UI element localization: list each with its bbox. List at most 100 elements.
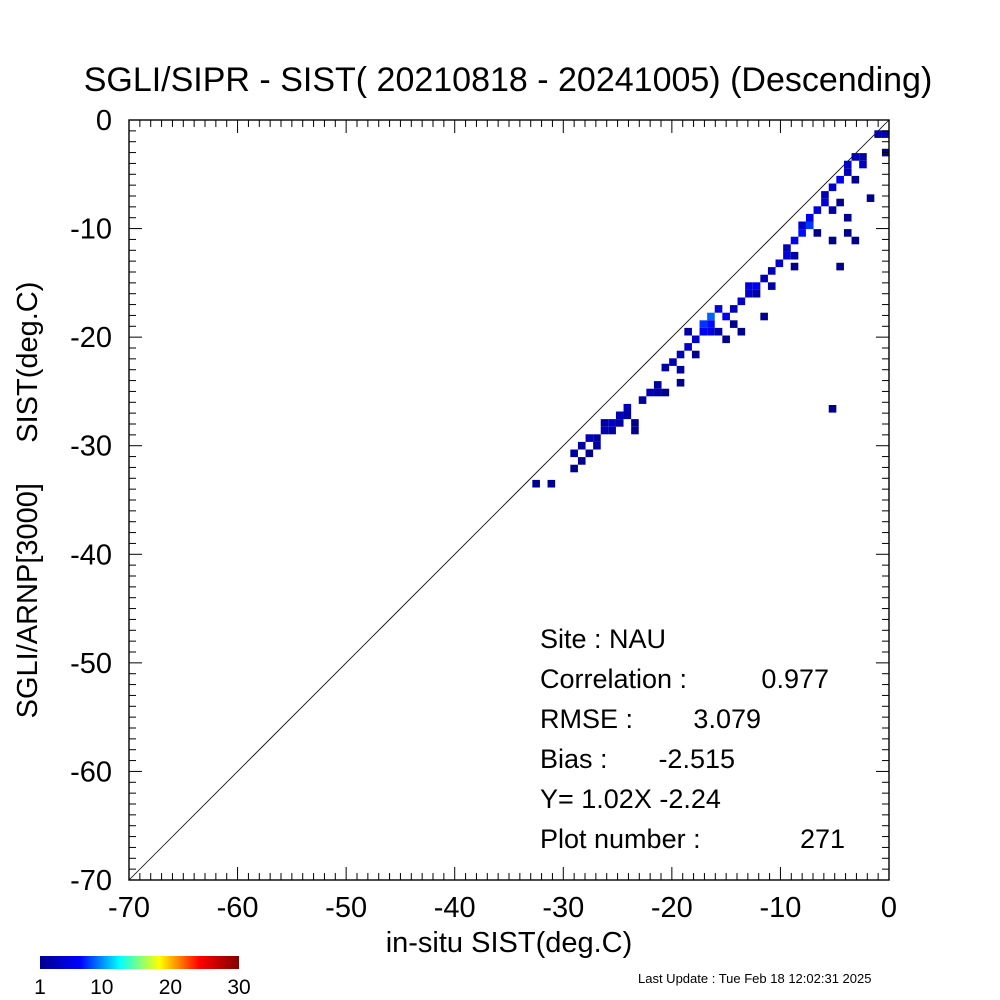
x-tick-label: -10 xyxy=(759,892,801,924)
density-point xyxy=(836,198,844,207)
y-tick-label: -20 xyxy=(70,322,112,354)
density-point xyxy=(790,236,799,245)
stat-label: Correlation : xyxy=(540,664,687,694)
y-tick-labels: 0 -10 -20 -30 -40 -50 -60 -70 xyxy=(70,105,112,897)
stat-label: Bias : xyxy=(540,744,608,774)
density-point xyxy=(813,229,822,237)
stat-value: 0.977 xyxy=(761,664,829,694)
density-point xyxy=(714,305,723,313)
density-point xyxy=(881,130,890,138)
density-point xyxy=(646,388,654,397)
density-point xyxy=(859,160,867,169)
x-tick-label: -60 xyxy=(217,892,259,924)
colorbar-labels: 1 10 20 30 xyxy=(34,976,251,999)
density-point xyxy=(661,388,670,397)
x-tick-label: -40 xyxy=(434,892,476,924)
density-point xyxy=(767,267,776,275)
density-point xyxy=(783,244,791,252)
density-point xyxy=(760,274,768,283)
density-point xyxy=(577,441,586,450)
density-point xyxy=(669,358,677,366)
density-point xyxy=(866,194,875,202)
density-point xyxy=(843,229,852,237)
density-point xyxy=(714,327,723,336)
density-point xyxy=(828,236,837,245)
density-point xyxy=(661,363,670,372)
density-point xyxy=(752,289,761,298)
stat-label: Y= 1.02X -2.24 xyxy=(540,784,721,814)
density-point xyxy=(836,175,844,184)
density-point xyxy=(805,221,814,230)
y-tick-label: 0 xyxy=(96,105,112,137)
density-point xyxy=(851,236,860,245)
density-point xyxy=(631,426,639,435)
density-point xyxy=(767,282,776,290)
density-point xyxy=(691,335,700,344)
density-point xyxy=(699,327,708,336)
density-point xyxy=(623,411,632,420)
density-point xyxy=(684,327,692,336)
colorbar-tick-label: 20 xyxy=(159,976,182,999)
chart-title: SGLI/SIPR - SIST( 20210818 - 20241005) (… xyxy=(84,61,933,99)
y-tick-label: -60 xyxy=(70,756,112,788)
density-point xyxy=(843,213,852,222)
density-point xyxy=(843,168,852,176)
density-point xyxy=(684,343,692,351)
density-point xyxy=(836,262,844,271)
density-point xyxy=(707,320,715,328)
major-ticks xyxy=(128,119,890,881)
density-point xyxy=(760,312,768,321)
x-axis-label: in-situ SIST(deg.C) xyxy=(386,927,633,959)
density-point xyxy=(707,327,715,336)
colorbar-tick-label: 10 xyxy=(90,976,113,999)
y-tick-label: -10 xyxy=(70,214,112,246)
stat-label: RMSE : xyxy=(540,704,633,734)
density-point xyxy=(593,441,601,450)
density-point xyxy=(638,396,647,404)
density-point xyxy=(798,221,806,230)
density-point xyxy=(729,320,738,328)
colorbar xyxy=(40,956,239,969)
density-point xyxy=(722,335,730,344)
y-tick-label: -30 xyxy=(70,431,112,463)
density-point xyxy=(600,419,609,427)
stat-value: 3.079 xyxy=(693,704,761,734)
density-point xyxy=(813,206,822,214)
density-point xyxy=(577,457,586,465)
density-point xyxy=(615,411,624,420)
density-point xyxy=(821,191,829,199)
last-update-text: Last Update : Tue Feb 18 12:02:31 2025 xyxy=(638,971,871,986)
x-tick-label: -70 xyxy=(108,892,150,924)
density-point xyxy=(631,419,639,427)
x-tick-label: 0 xyxy=(881,892,897,924)
colorbar-tick-label: 30 xyxy=(227,976,250,999)
density-point xyxy=(828,405,837,413)
density-point xyxy=(585,449,594,458)
density-point xyxy=(570,464,578,473)
density-point xyxy=(615,419,624,427)
density-point xyxy=(843,160,852,169)
y-axis-label: SGLI/ARNP[3000] SIST(deg.C) xyxy=(12,282,44,719)
colorbar-tick-label: 1 xyxy=(34,976,46,999)
density-point xyxy=(745,282,753,290)
density-points xyxy=(532,130,890,488)
y-tick-label: -50 xyxy=(70,648,112,680)
density-point xyxy=(783,251,791,260)
density-point xyxy=(593,434,601,442)
density-point xyxy=(608,419,616,427)
density-point xyxy=(790,251,799,260)
density-point xyxy=(722,312,730,321)
density-point xyxy=(729,305,738,313)
stat-value: 271 xyxy=(800,824,845,854)
density-point xyxy=(653,388,662,397)
statistics-box: Site : NAU Correlation : 0.977 RMSE : 3.079 B… xyxy=(540,624,845,854)
density-point xyxy=(851,153,860,161)
x-tick-label: -50 xyxy=(325,892,367,924)
density-point xyxy=(570,449,578,458)
density-point xyxy=(699,320,708,328)
density-point xyxy=(821,198,829,207)
density-point xyxy=(745,289,753,298)
density-point xyxy=(676,365,685,374)
density-point xyxy=(859,153,867,161)
